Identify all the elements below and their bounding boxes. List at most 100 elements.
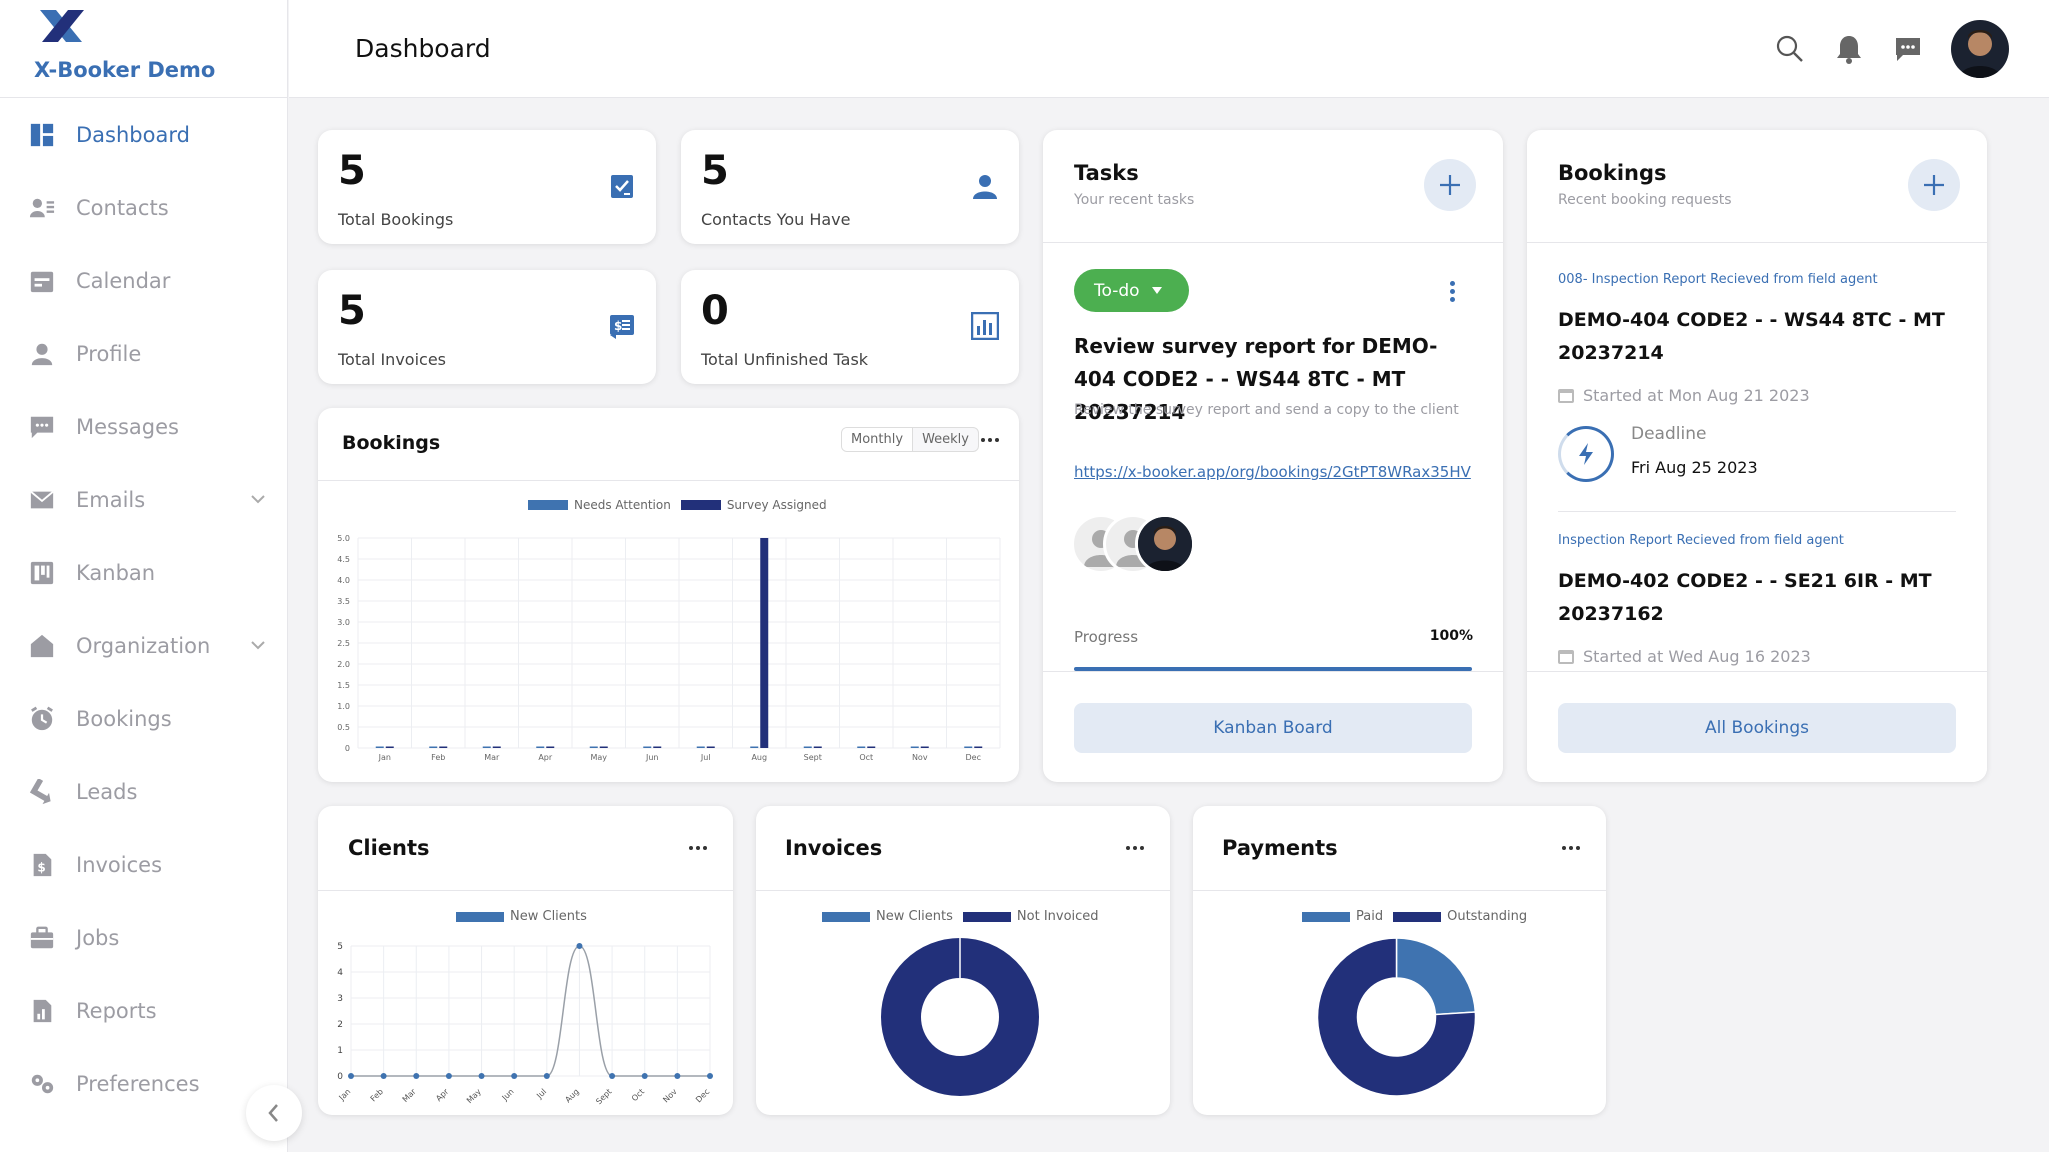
add-task-button[interactable] [1424, 159, 1476, 211]
card-title: Payments [1222, 836, 1338, 860]
toggle-weekly[interactable]: Weekly [922, 432, 969, 447]
y-tick-label: 0 [337, 1072, 343, 1082]
card-title: Clients [348, 836, 430, 860]
sidebar-item-bookings[interactable]: Bookings [0, 682, 288, 755]
stat-card-total-invoices[interactable]: 5 Total Invoices $ [318, 270, 656, 384]
divider [318, 890, 733, 891]
kanban-board-button[interactable]: Kanban Board [1074, 703, 1472, 753]
dashboard-icon [28, 121, 56, 149]
reports-icon [28, 997, 56, 1025]
x-tick-label: Dec [966, 753, 981, 762]
collapse-sidebar-button[interactable] [246, 1085, 302, 1141]
more-options-icon[interactable] [976, 430, 1004, 450]
chat-icon[interactable] [1892, 33, 1924, 65]
invoices-card: Invoices New Clients Not Invoiced [756, 806, 1170, 1115]
sidebar-item-label: Dashboard [76, 122, 190, 147]
legend-paid: Paid [1302, 909, 1383, 924]
task-link[interactable]: https://x-booker.app/org/bookings/2GtPT8… [1074, 463, 1471, 481]
booking-title[interactable]: DEMO-402 CODE2 - - SE21 6IR - MT 2023716… [1558, 570, 1932, 625]
add-booking-button[interactable] [1908, 159, 1960, 211]
bar-survey-assigned [653, 746, 662, 748]
stat-card-contacts[interactable]: 5 Contacts You Have [681, 130, 1019, 244]
y-tick-label: 4.0 [337, 576, 350, 585]
status-dropdown[interactable]: To-do [1074, 269, 1189, 312]
stat-card-unfinished-tasks[interactable]: 0 Total Unfinished Task [681, 270, 1019, 384]
card-title: Bookings [342, 432, 441, 454]
person-icon [973, 175, 997, 199]
user-avatar[interactable] [1951, 20, 2009, 78]
booking-started: Started at Wed Aug 16 2023 [1558, 647, 1811, 666]
x-tick-label: Nov [912, 753, 928, 762]
plus-icon [1924, 175, 1944, 195]
booking-title[interactable]: DEMO-404 CODE2 - - WS44 8TC - MT 2023721… [1558, 309, 1945, 364]
toggle-monthly[interactable]: Monthly [842, 428, 914, 451]
sidebar-item-kanban[interactable]: Kanban [0, 536, 288, 609]
sidebar-item-label: Contacts [76, 195, 169, 220]
search-icon[interactable] [1774, 33, 1806, 65]
y-tick-label: 4.5 [337, 555, 350, 564]
legend-needs-attention: Needs Attention [528, 498, 671, 512]
legend-new-clients: New Clients [822, 909, 953, 924]
chevron-left-icon [268, 1104, 278, 1122]
sidebar-item-invoices[interactable]: $ Invoices [0, 828, 288, 901]
bar-needs-attention [375, 746, 384, 748]
sidebar-item-contacts[interactable]: Contacts [0, 171, 288, 244]
chevron-down-icon[interactable] [248, 489, 268, 509]
more-options-icon[interactable] [1557, 838, 1585, 858]
sidebar-item-jobs[interactable]: Jobs [0, 901, 288, 974]
brand: X-Booker Demo [0, 0, 288, 98]
sidebar-item-profile[interactable]: Profile [0, 317, 288, 390]
sidebar-item-label: Invoices [76, 852, 163, 877]
sidebar-item-label: Calendar [76, 268, 171, 293]
task-menu-icon[interactable] [1442, 276, 1462, 306]
bell-icon[interactable] [1833, 33, 1865, 65]
more-options-icon[interactable] [684, 838, 712, 858]
divider [1558, 511, 1956, 512]
x-tick-label: Oct [630, 1087, 646, 1103]
x-booker-logo-icon [40, 10, 84, 42]
deadline-value: Fri Aug 25 2023 [1631, 458, 1758, 477]
y-tick-label: 0 [345, 744, 350, 753]
sidebar-item-messages[interactable]: Messages [0, 390, 288, 463]
x-tick-label: Apr [538, 753, 553, 762]
data-point [511, 1073, 518, 1079]
y-tick-label: 3.5 [337, 597, 350, 606]
kanban-icon [28, 559, 56, 587]
calendar-icon [1558, 649, 1574, 664]
divider [318, 480, 1019, 481]
more-options-icon[interactable] [1121, 838, 1149, 858]
stat-card-total-bookings[interactable]: 5 Total Bookings [318, 130, 656, 244]
booking-started: Started at Mon Aug 21 2023 [1558, 386, 1810, 405]
bar-survey-assigned [974, 746, 983, 748]
sidebar: X-Booker Demo Dashboard Contacts Calendar P… [0, 0, 302, 1152]
legend-outstanding: Outstanding [1393, 909, 1527, 924]
y-tick-label: 2.0 [337, 660, 350, 669]
progress-fill [1074, 667, 1472, 671]
x-tick-label: Jan [378, 753, 391, 762]
y-tick-label: 1.0 [337, 702, 350, 711]
all-bookings-button[interactable]: All Bookings [1558, 703, 1956, 753]
contacts-icon [28, 194, 56, 222]
bar-needs-attention [910, 746, 919, 748]
divider [756, 890, 1170, 891]
bar-survey-assigned [813, 746, 822, 748]
y-tick-label: 0.5 [337, 723, 350, 732]
bookings-bar-chart: 0 0.5 1.0 1.5 2.0 2.5 3.0 3.5 4.0 4.5 5.0 Jan Feb Mar… [337, 534, 1001, 762]
x-tick-label: Sept [594, 1087, 613, 1106]
assignee-avatar[interactable] [1135, 514, 1195, 574]
bar-survey-assigned [492, 746, 501, 748]
sidebar-item-leads[interactable]: Leads [0, 755, 288, 828]
payments-donut-chart [1316, 937, 1477, 1097]
calendar-icon [28, 267, 56, 295]
booking-tag: 008- Inspection Report Recieved from fie… [1558, 272, 1878, 287]
chevron-down-icon[interactable] [248, 635, 268, 655]
sidebar-item-preferences[interactable]: Preferences [0, 1047, 288, 1120]
bar-survey-assigned [599, 746, 608, 748]
sidebar-item-calendar[interactable]: Calendar [0, 244, 288, 317]
sidebar-item-dashboard[interactable]: Dashboard [0, 98, 288, 171]
period-toggle: Monthly Weekly [841, 427, 979, 452]
sidebar-item-reports[interactable]: Reports [0, 974, 288, 1047]
profile-icon [28, 340, 56, 368]
sidebar-item-organization[interactable]: Organization [0, 609, 288, 682]
sidebar-item-emails[interactable]: Emails [0, 463, 288, 536]
